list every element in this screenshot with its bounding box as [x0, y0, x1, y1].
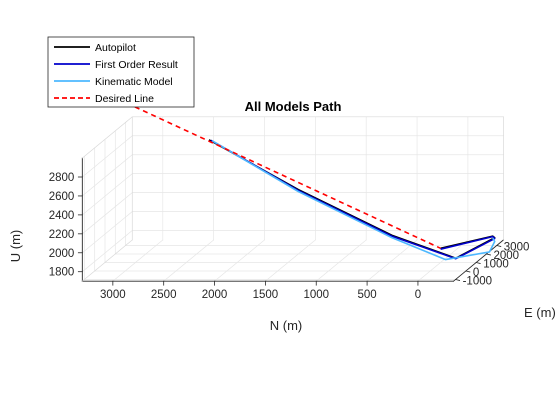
e-tick [496, 244, 502, 247]
tick-labels: 3000 2500 2000 1500 1000 500 0-100001000200030… [49, 172, 530, 301]
legend-box [47, 36, 195, 108]
grid-line-n [417, 239, 469, 282]
grid-line-u [81, 211, 133, 254]
e-tick [465, 270, 471, 273]
n-tick-label: 2500 [151, 289, 177, 301]
e-tick [486, 253, 491, 256]
e-tick-label: 3000 [504, 241, 530, 253]
grid-line-u [81, 229, 133, 273]
grid-line-n [315, 239, 367, 282]
e-tick [475, 261, 481, 264]
u-tick-label: 2000 [49, 248, 75, 260]
u-tick-label: 2400 [49, 210, 75, 222]
legend-label: Kinematic Model [95, 76, 173, 88]
e-tick-label: 0 [473, 267, 479, 279]
axes-box [77, 116, 505, 286]
legend-entries: Autopilot First Order Result Kinematic Mod… [54, 42, 178, 105]
grid-line-n [264, 239, 316, 282]
series-line-kinematic-model [211, 140, 496, 261]
n-tick-label: 0 [415, 289, 421, 301]
e-tick-label: 2000 [493, 250, 519, 262]
e-tick-label: -1000 [463, 275, 492, 287]
e-axis-line [452, 239, 505, 282]
series-line-desired-line [126, 102, 441, 250]
n-tick-label: 1500 [253, 289, 279, 301]
back-edge [81, 116, 133, 159]
grid-line-u [81, 154, 133, 197]
u-tick-label: 2800 [49, 172, 75, 184]
e-tick [455, 278, 461, 281]
chart-title: All Models Path [245, 99, 342, 114]
grid-line-n [366, 239, 418, 282]
grid-line-u [81, 192, 133, 235]
legend-label: Desired Line [95, 93, 154, 105]
n-tick-label: 2000 [202, 289, 228, 301]
u-tick-label: 2200 [49, 229, 75, 241]
z-axis-label: U (m) [8, 230, 23, 263]
x-axis-label: N (m) [270, 318, 303, 333]
y-axis-label: E (m) [524, 305, 556, 320]
e-tick-label: 1000 [483, 258, 509, 270]
grid-lines [81, 116, 504, 282]
series-line-first-order-result [210, 139, 496, 260]
grid-line-n [163, 239, 215, 282]
legend-label: First Order Result [95, 59, 178, 71]
grid-line-n [112, 239, 164, 282]
u-tick-label: 2600 [49, 191, 75, 203]
plot-series [126, 102, 496, 261]
n-tick-label: 500 [357, 289, 376, 301]
u-tick-label: 1800 [49, 267, 75, 279]
n-tick-label: 1000 [303, 289, 329, 301]
grid-line-n [214, 239, 265, 282]
legend: Autopilot First Order Result Kinematic Mod… [47, 36, 195, 108]
back-edge [81, 239, 133, 282]
grid-line-u [81, 173, 133, 216]
n-tick-label: 3000 [100, 289, 126, 301]
legend-label: Autopilot [95, 42, 136, 54]
grid-line-u [81, 135, 133, 178]
